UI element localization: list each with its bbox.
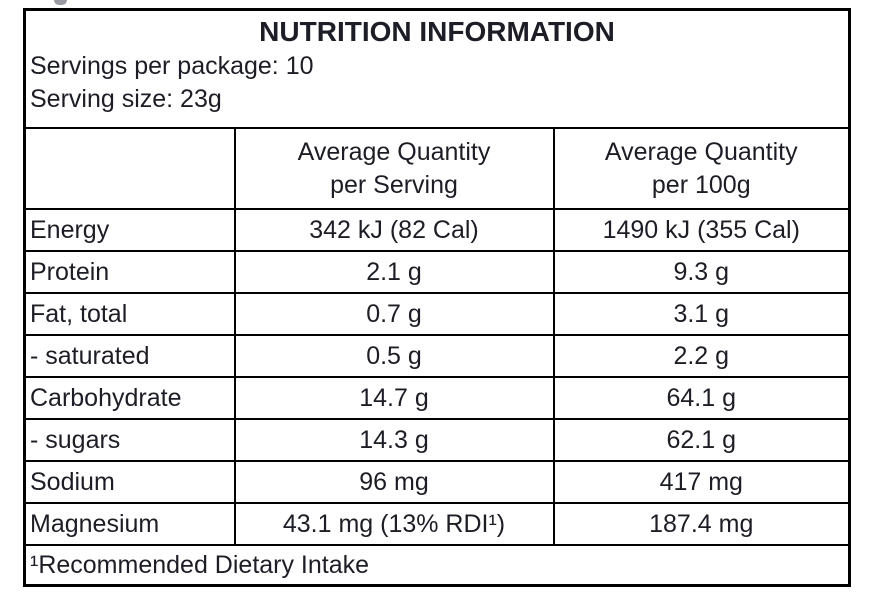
column-header-per-serving: Average Quantity per Serving — [233, 127, 555, 210]
value-per-100g: 187.4 mg — [552, 502, 851, 546]
table-row-magnesium: Magnesium 43.1 mg (13% RDI¹) 187.4 mg — [23, 502, 851, 546]
table-row-sodium: Sodium 96 mg 417 mg — [23, 460, 851, 504]
nutrient-name: - saturated — [23, 334, 236, 378]
table-row-protein: Protein 2.1 g 9.3 g — [23, 250, 851, 294]
footnote-row: ¹Recommended Dietary Intake — [23, 544, 851, 587]
title-block: NUTRITION INFORMATION Servings per packa… — [23, 8, 851, 129]
value-per-100g: 1490 kJ (355 Cal) — [552, 208, 851, 252]
column-header-per-serving-line2: per Serving — [330, 170, 458, 199]
footnote: ¹Recommended Dietary Intake — [23, 544, 851, 587]
column-header-per-100g-line2: per 100g — [651, 170, 751, 199]
nutrition-table: NUTRITION INFORMATION Servings per packa… — [23, 8, 852, 587]
table-row-carbohydrate: Carbohydrate 14.7 g 64.1 g — [23, 376, 851, 420]
value-per-serving: 96 mg — [233, 460, 555, 504]
value-per-100g: 62.1 g — [552, 418, 851, 462]
serving-size: Serving size: 23g — [30, 85, 222, 113]
column-header-per-serving-line1: Average Quantity — [297, 137, 491, 166]
value-per-100g: 64.1 g — [552, 376, 851, 420]
value-per-serving: 0.7 g — [233, 292, 555, 336]
value-per-serving: 342 kJ (82 Cal) — [233, 208, 555, 252]
value-per-serving: 14.3 g — [233, 418, 555, 462]
value-per-100g: 9.3 g — [552, 250, 851, 294]
table-row-sugars: - sugars 14.3 g 62.1 g — [23, 418, 851, 462]
empty-header-cell — [23, 127, 236, 210]
column-header-row: Average Quantity per Serving Average Qua… — [23, 127, 851, 210]
table-row-saturated: - saturated 0.5 g 2.2 g — [23, 334, 851, 378]
column-header-per-100g-line1: Average Quantity — [604, 137, 798, 166]
value-per-100g: 3.1 g — [552, 292, 851, 336]
value-per-serving: 14.7 g — [233, 376, 555, 420]
table-row-fat-total: Fat, total 0.7 g 3.1 g — [23, 292, 851, 336]
nutrient-name: Energy — [23, 208, 236, 252]
column-header-per-100g: Average Quantity per 100g — [552, 127, 851, 210]
cut-off-glyph-artifact — [54, 0, 67, 5]
nutrient-name: Protein — [23, 250, 236, 294]
nutrient-name: Magnesium — [23, 502, 236, 546]
nutrient-name: Sodium — [23, 460, 236, 504]
value-per-serving: 2.1 g — [233, 250, 555, 294]
table-row-energy: Energy 342 kJ (82 Cal) 1490 kJ (355 Cal) — [23, 208, 851, 252]
nutrient-name: Fat, total — [23, 292, 236, 336]
value-per-serving: 0.5 g — [233, 334, 555, 378]
value-per-100g: 417 mg — [552, 460, 851, 504]
table-title: NUTRITION INFORMATION — [259, 16, 615, 47]
nutrient-name: Carbohydrate — [23, 376, 236, 420]
value-per-serving: 43.1 mg (13% RDI¹) — [233, 502, 555, 546]
nutrient-name: - sugars — [23, 418, 236, 462]
title-row: NUTRITION INFORMATION Servings per packa… — [23, 8, 851, 129]
value-per-100g: 2.2 g — [552, 334, 851, 378]
servings-per-package: Servings per package: 10 — [30, 52, 314, 80]
